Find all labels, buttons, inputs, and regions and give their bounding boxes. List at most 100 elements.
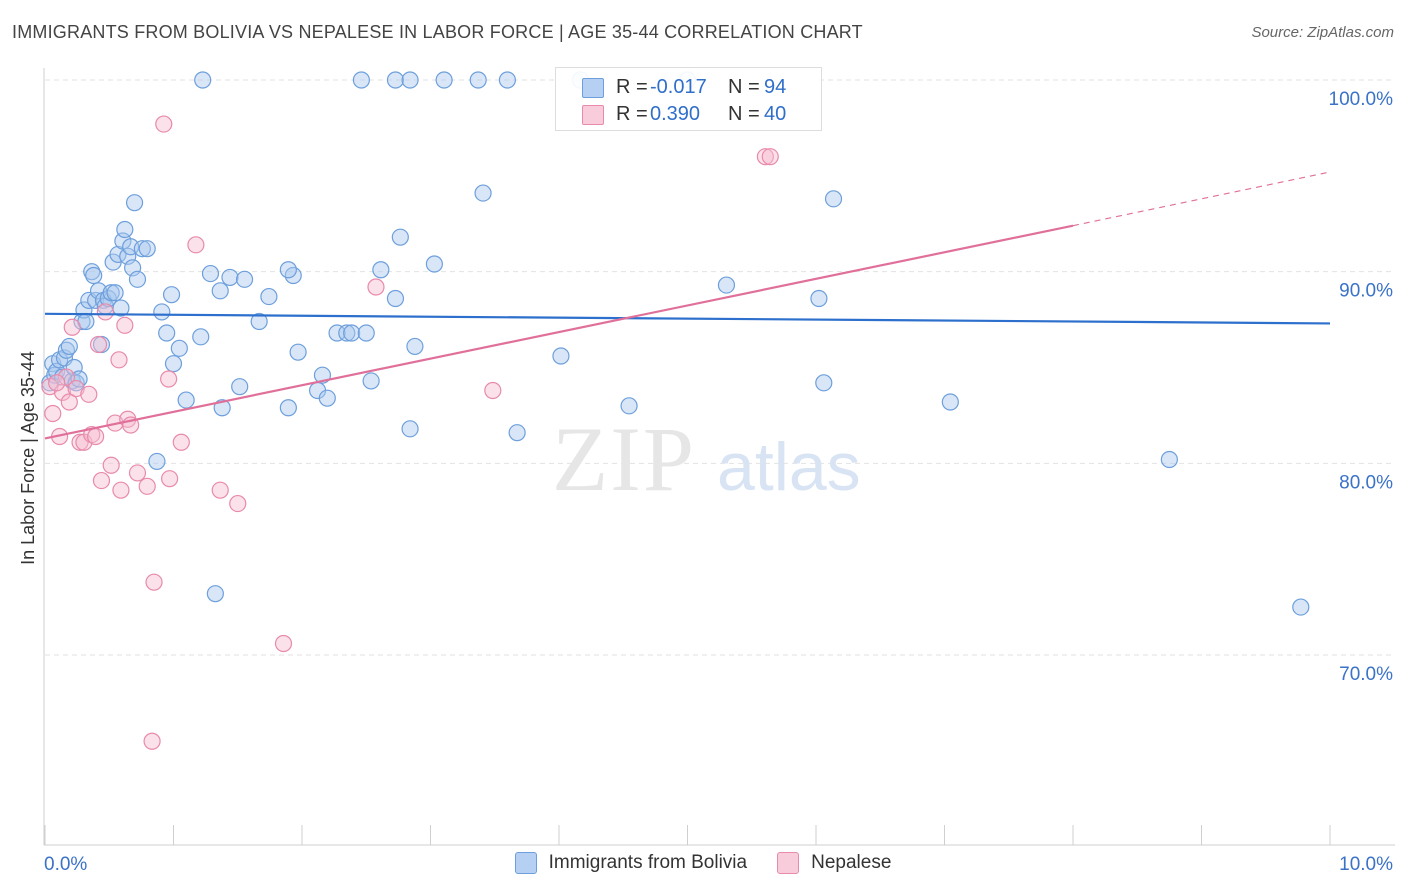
bolivia-point	[1160, 450, 1178, 469]
bolivia-point	[425, 255, 443, 273]
bolivia-point	[941, 393, 959, 411]
bolivia-point	[343, 324, 361, 342]
nepalese-point	[187, 236, 205, 254]
bolivia-point	[620, 397, 638, 415]
bolivia-point	[469, 71, 487, 89]
bolivia-point	[85, 266, 103, 285]
nepalese-point	[80, 385, 98, 403]
axes	[43, 68, 1395, 846]
x-tick-labels: 0.0% 10.0%	[44, 854, 1393, 875]
bolivia-point	[815, 374, 833, 392]
legend-item-bolivia[interactable]: Immigrants from Bolivia	[514, 852, 748, 874]
bolivia-point	[162, 286, 181, 304]
y-tick-label: 70.0%	[1339, 664, 1393, 685]
bolivia-point	[508, 424, 526, 442]
nepalese-point	[112, 481, 130, 499]
bolivia-point	[372, 261, 390, 279]
bolivia-point	[70, 370, 88, 388]
trend-lines	[44, 171, 1331, 440]
bolivia-point	[211, 282, 229, 300]
grid-lines	[45, 79, 1395, 656]
chart-title: IMMIGRANTS FROM BOLIVIA VS NEPALESE IN L…	[12, 22, 863, 42]
bolivia-point	[386, 289, 405, 308]
y-tick-labels: 70.0% 80.0% 90.0% 100.0%	[1329, 89, 1394, 685]
nepalese-point	[44, 404, 62, 423]
bolivia-point	[338, 324, 356, 342]
nepalese-point	[116, 316, 134, 334]
nepalese-legend-label: Nepalese	[811, 852, 892, 873]
nepalese-point	[96, 303, 114, 321]
bolivia-point	[362, 372, 380, 390]
watermark: ZIP atlas	[552, 408, 861, 510]
bolivia-point	[352, 71, 370, 89]
nepalese-point	[128, 464, 147, 482]
bolivia-trend-line	[44, 312, 1331, 325]
bolivia-point	[810, 289, 828, 308]
bolivia-point	[401, 420, 419, 438]
bolivia-point	[824, 190, 843, 208]
watermark-atlas: atlas	[717, 429, 861, 505]
nepalese-point	[756, 148, 774, 166]
nepalese-point	[761, 148, 779, 166]
bolivia-r-label: R =	[616, 76, 648, 98]
nepalese-n-label: N =	[728, 103, 760, 125]
bolivia-point	[391, 228, 409, 246]
bolivia-point	[279, 399, 297, 417]
nepalese-point	[92, 471, 111, 490]
nepalese-point	[161, 470, 179, 488]
bolivia-point	[406, 337, 424, 356]
nepalese-point	[60, 393, 78, 411]
x-tick-label: 10.0%	[1339, 854, 1393, 875]
bolivia-point	[235, 270, 254, 288]
nepalese-point	[211, 481, 229, 499]
bolivia-point	[153, 303, 171, 321]
legend-item-nepalese[interactable]: Nepalese	[777, 852, 891, 874]
nepalese-point	[63, 318, 81, 336]
bolivia-point	[279, 261, 297, 279]
source-label: Source: ZipAtlas.com	[1251, 24, 1394, 41]
bolivia-point	[125, 194, 144, 212]
nepalese-point	[172, 433, 190, 451]
nepalese-r-value: 0.390	[650, 103, 701, 125]
nepalese-r-label: R =	[616, 103, 648, 125]
nepalese-point	[155, 115, 173, 133]
bolivia-point	[474, 184, 492, 202]
nepalese-point	[67, 379, 85, 398]
nepalese-point	[57, 368, 76, 386]
nepalese-point	[89, 335, 108, 354]
bolivia-r-value: -0.017	[650, 76, 707, 98]
bolivia-point	[164, 355, 183, 373]
nepalese-point	[229, 494, 247, 513]
bolivia-point	[60, 337, 78, 356]
nepalese-point	[145, 573, 163, 591]
bolivia-legend-label: Immigrants from Bolivia	[548, 852, 748, 873]
legend-row-bolivia: R = -0.017 N = 94	[582, 76, 786, 99]
bolivia-point	[231, 378, 249, 396]
nepalese-n-value: 40	[764, 103, 787, 125]
nepalese-trend-extension	[1072, 171, 1331, 227]
nepalese-point	[367, 278, 385, 296]
y-tick-label: 80.0%	[1339, 472, 1393, 493]
nepalese-point	[143, 732, 161, 750]
bolivia-point	[552, 347, 570, 365]
nepalese-point	[110, 351, 128, 369]
bolivia-point	[206, 585, 224, 603]
nepalese-point	[87, 427, 105, 446]
nepalese-swatch	[582, 104, 604, 125]
bolivia-point	[170, 339, 188, 357]
nepalese-point	[484, 381, 502, 400]
bolivia-point	[357, 324, 375, 342]
nepalese-point	[48, 374, 66, 392]
bolivia-point	[128, 270, 147, 288]
bolivia-point	[194, 71, 212, 89]
nepalese-trend-line	[44, 224, 1074, 440]
bolivia-point	[138, 240, 156, 258]
bolivia-point	[289, 343, 307, 361]
bolivia-point	[106, 284, 124, 302]
bolivia-point	[102, 284, 120, 302]
bolivia-n-label: N =	[728, 76, 760, 98]
bolivia-point	[498, 71, 517, 89]
nepalese-point	[138, 477, 156, 495]
y-axis-label: In Labor Force | Age 35-44	[18, 351, 38, 565]
